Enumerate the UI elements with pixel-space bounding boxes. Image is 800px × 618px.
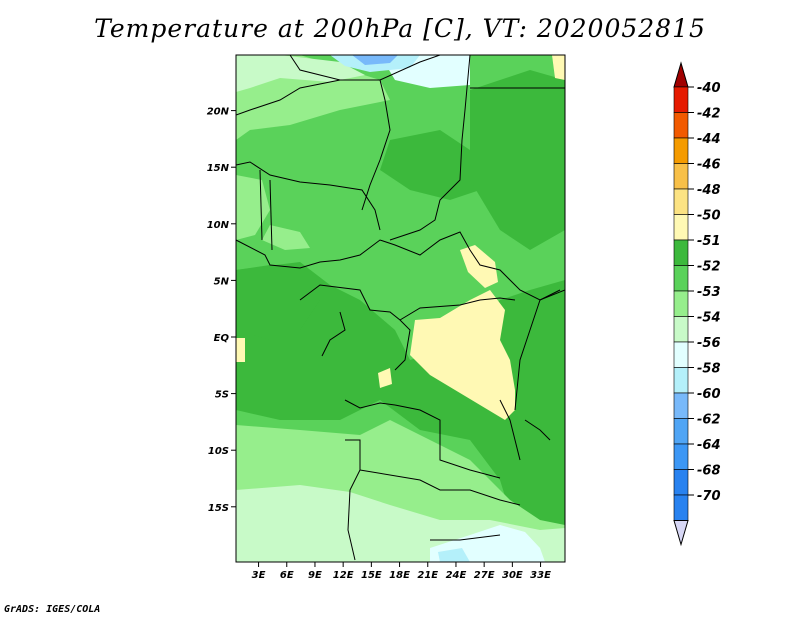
colorbar-label: -50	[697, 209, 721, 224]
field-lightgreen-patch	[262, 225, 310, 250]
colorbar-label: -62	[697, 413, 721, 428]
lat-tick-label: 10N	[207, 220, 230, 231]
lon-tick-label: 33E	[530, 570, 551, 581]
colorbar-segment	[673, 265, 689, 292]
lon-tick-label: 3E	[252, 570, 266, 581]
lon-tick-label: 18E	[389, 570, 410, 581]
colorbar-label: -58	[697, 362, 721, 377]
colorbar-segment	[673, 341, 689, 368]
chart-title: Temperature at 200hPa [C], VT: 202005281…	[94, 14, 706, 43]
colorbar-segment	[673, 443, 689, 470]
lat-tick-label: 20N	[207, 107, 230, 118]
colorbar-segment	[673, 418, 689, 445]
colorbar-top-triangle	[673, 61, 689, 88]
colorbar-label: -40	[697, 81, 721, 96]
field-skyblue-south	[438, 548, 470, 562]
colorbar-label: -54	[697, 311, 721, 326]
colorbar-segment	[673, 290, 689, 317]
field-yellow-ridge	[460, 245, 498, 288]
field-yellow-small	[236, 338, 245, 362]
lat-tick-label: 15S	[208, 503, 229, 514]
lon-tick-label: 12E	[333, 570, 354, 581]
colorbar-segment	[673, 86, 689, 113]
colorbar-segment	[673, 188, 689, 215]
colorbar-segment	[673, 316, 689, 343]
lon-tick-label: 6E	[280, 570, 294, 581]
colorbar-label: -68	[697, 464, 721, 479]
colorbar-segment	[673, 112, 689, 139]
colorbar-segment	[673, 494, 689, 521]
colorbar-label: -52	[697, 260, 721, 275]
lat-tick-label: 5N	[214, 276, 230, 287]
lat-tick-label: 10S	[208, 446, 229, 457]
map-frame	[235, 54, 566, 563]
lat-axis: 20N 15N 10N 5N EQ 5S 10S 15S	[207, 107, 236, 514]
colorbar-label: -46	[697, 158, 721, 173]
colorbar-label: -51	[697, 234, 721, 249]
colorbar-segment	[673, 214, 689, 241]
colorbar-segment	[673, 137, 689, 164]
lon-tick-label: 27E	[474, 570, 495, 581]
lon-axis: 3E 6E 9E 12E 15E 18E 21E 24E 27E 30E 33E	[252, 562, 551, 581]
lat-tick-label: 5S	[215, 390, 229, 401]
colorbar-label: -42	[697, 107, 721, 122]
colorbar-segment	[673, 392, 689, 419]
colorbar-segment	[673, 239, 689, 266]
lat-tick-label: 15N	[207, 163, 230, 174]
lon-tick-label: 24E	[446, 570, 467, 581]
field-palegreen-north	[236, 55, 365, 92]
colorbar-segment	[673, 163, 689, 190]
lon-tick-label: 15E	[361, 570, 382, 581]
lon-tick-label: 9E	[308, 570, 322, 581]
lon-tick-label: 30E	[502, 570, 523, 581]
field-darkgreen-west	[236, 265, 320, 340]
lat-tick-label: EQ	[214, 333, 230, 344]
field-yellow-east	[410, 290, 515, 420]
colorbar-label: -60	[697, 387, 721, 402]
colorbar-label: -44	[697, 132, 721, 147]
colorbar-legend: -40 -42 -44 -46 -48 -50 -51 -52 -53 -54 -56 -58 -60 -…	[673, 61, 721, 547]
colorbar-label: -56	[697, 336, 721, 351]
credit-label: GrADS: IGES/COLA	[4, 604, 101, 615]
lon-tick-label: 21E	[417, 570, 438, 581]
temperature-field	[236, 55, 565, 562]
colorbar-segment	[673, 469, 689, 496]
colorbar-bottom-triangle	[673, 520, 689, 547]
colorbar-label: -64	[697, 438, 721, 453]
field-yellow-small2	[378, 368, 392, 388]
field-darkgreen-north	[380, 130, 480, 200]
colorbar-label: -53	[697, 285, 721, 300]
field-darkgreen-east	[470, 70, 565, 250]
colorbar-segment	[673, 367, 689, 394]
colorbar-label: -48	[697, 183, 721, 198]
colorbar-label: -70	[697, 489, 721, 504]
field-blue-north	[352, 55, 398, 65]
country-borders	[236, 55, 565, 561]
field-yellow-ne	[552, 55, 565, 80]
